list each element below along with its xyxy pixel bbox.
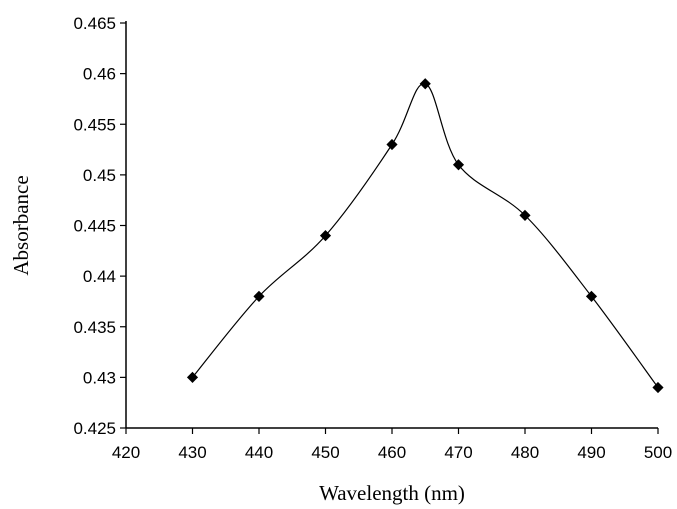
data-point-marker [419, 78, 431, 90]
y-tick-label: 0.45 [83, 166, 116, 185]
x-tick-label: 460 [378, 443, 406, 462]
x-tick-label: 500 [644, 443, 672, 462]
data-point-marker [186, 371, 199, 383]
y-tick-label: 0.46 [83, 65, 116, 84]
x-axis-title: Wavelength (nm) [319, 481, 465, 505]
x-tick-label: 430 [178, 443, 206, 462]
series-line [191, 83, 659, 389]
data-point-marker [253, 290, 265, 302]
x-tick-label: 450 [311, 443, 339, 462]
y-tick-label: 0.44 [83, 267, 116, 286]
x-tick-label: 440 [245, 443, 273, 462]
x-tick-label: 420 [112, 443, 140, 462]
data-point-marker [386, 138, 398, 151]
y-tick-label: 0.465 [73, 14, 116, 33]
data-point-marker [452, 159, 465, 171]
axes [125, 21, 658, 429]
axis-titles: Wavelength (nm) Absorbance [9, 175, 465, 505]
series [186, 78, 664, 394]
y-axis-title: Absorbance [9, 175, 33, 275]
y-tick-label: 0.43 [83, 368, 116, 387]
x-tick-label: 480 [511, 443, 539, 462]
ticks: 0.425 0.43 0.435 0.44 0.445 0.45 0.455 0.46 0.46… [73, 14, 672, 462]
y-tick-label: 0.425 [73, 419, 116, 438]
data-point-marker [652, 381, 664, 394]
x-tick-label: 470 [444, 443, 472, 462]
data-point-marker [519, 209, 531, 221]
y-tick-label: 0.435 [73, 318, 116, 337]
x-tick-label: 490 [577, 443, 605, 462]
data-point-marker [319, 230, 332, 242]
y-tick-label: 0.445 [73, 217, 116, 236]
y-tick-label: 0.455 [73, 115, 116, 134]
data-point-marker [585, 290, 598, 302]
